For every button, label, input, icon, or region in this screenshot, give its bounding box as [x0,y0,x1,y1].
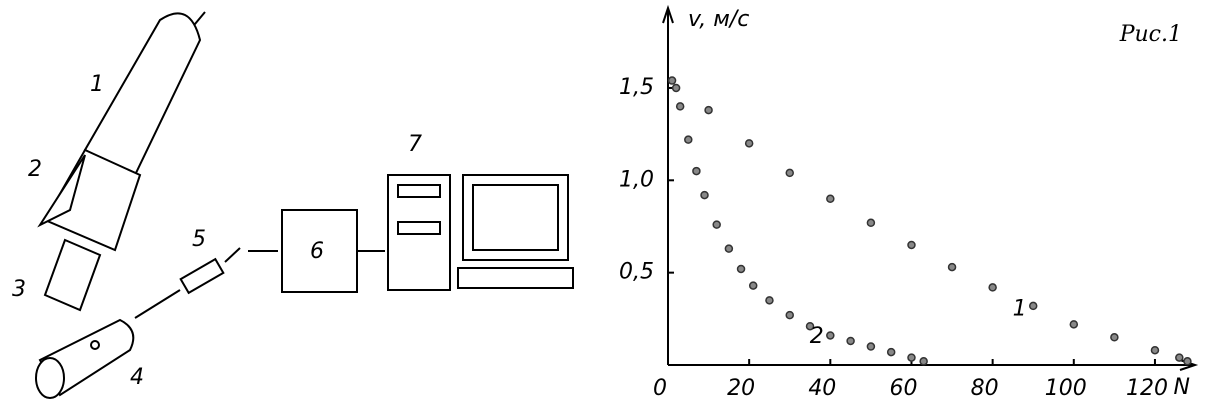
series-label: 2 [810,324,824,349]
data-point [826,194,835,204]
data-point [700,190,709,200]
x-axis-label: N [1174,375,1190,400]
y-tick-label: 0,5 [619,260,654,285]
x-tick-label: 0 [653,376,667,401]
data-point [1175,353,1184,362]
data-point [1028,301,1038,311]
data-point [866,218,876,228]
data-point [785,168,794,178]
y-arrow [662,4,674,24]
y-axis-label: v, м/с [688,7,749,32]
x-tick-label: 100 [1045,376,1087,401]
label: 6 [310,239,324,264]
x-tick-label: 20 [727,376,755,401]
data-point [667,76,677,85]
data-point [675,102,685,111]
label: 3 [12,277,26,302]
series-label: 1 [1013,296,1027,321]
chart-title: Рис.1 [1119,22,1182,47]
data-point [805,321,815,331]
sensor [179,257,225,295]
data-point [1069,320,1079,329]
data-point [748,281,758,290]
label: 4 [130,365,144,390]
data-point [671,83,681,93]
x-tick-label: 40 [808,376,836,401]
x-tick-label: 120 [1126,376,1168,401]
label: 1 [90,72,104,97]
data-point [765,296,774,305]
data-point [886,347,896,357]
wire [224,247,241,263]
drive [397,221,441,235]
data-point [785,310,794,320]
y-tick-label: 1,5 [619,75,654,100]
data-point [826,331,835,340]
keyboard [457,267,574,289]
beam [134,289,181,319]
data-point [744,139,754,148]
label: 7 [408,132,422,157]
x-tick-label: 60 [889,376,917,401]
x-tick-label: 80 [971,376,999,401]
data-point [988,283,997,292]
chart: Рис.1 N v, м/с 0 20 40 60 80 100 120 0,5 1,0 1,5 1… [619,4,1199,401]
data-point [1150,345,1160,355]
data-point [692,166,701,176]
data-point [704,105,713,115]
data-point [724,244,734,253]
data-point [1183,357,1192,366]
data-point [846,336,855,346]
data-point [736,264,746,274]
gun-end [35,357,65,399]
data-point [712,220,721,229]
label: 5 [192,227,206,252]
nozzle [43,238,102,312]
data-point [1110,333,1119,342]
data-point [684,135,693,144]
data-point [907,240,916,250]
screen [472,184,559,251]
data-point [907,353,916,362]
data-point [919,357,928,366]
tube [83,12,202,177]
data-point [866,342,876,351]
apparatus-diagram: 1 2 3 4 5 6 7 [12,11,574,399]
y-tick-label: 1,0 [619,167,654,192]
data-point [947,262,957,272]
label: 2 [28,157,42,182]
flap [37,154,86,228]
gun-hole [90,340,100,350]
drive [397,184,441,198]
